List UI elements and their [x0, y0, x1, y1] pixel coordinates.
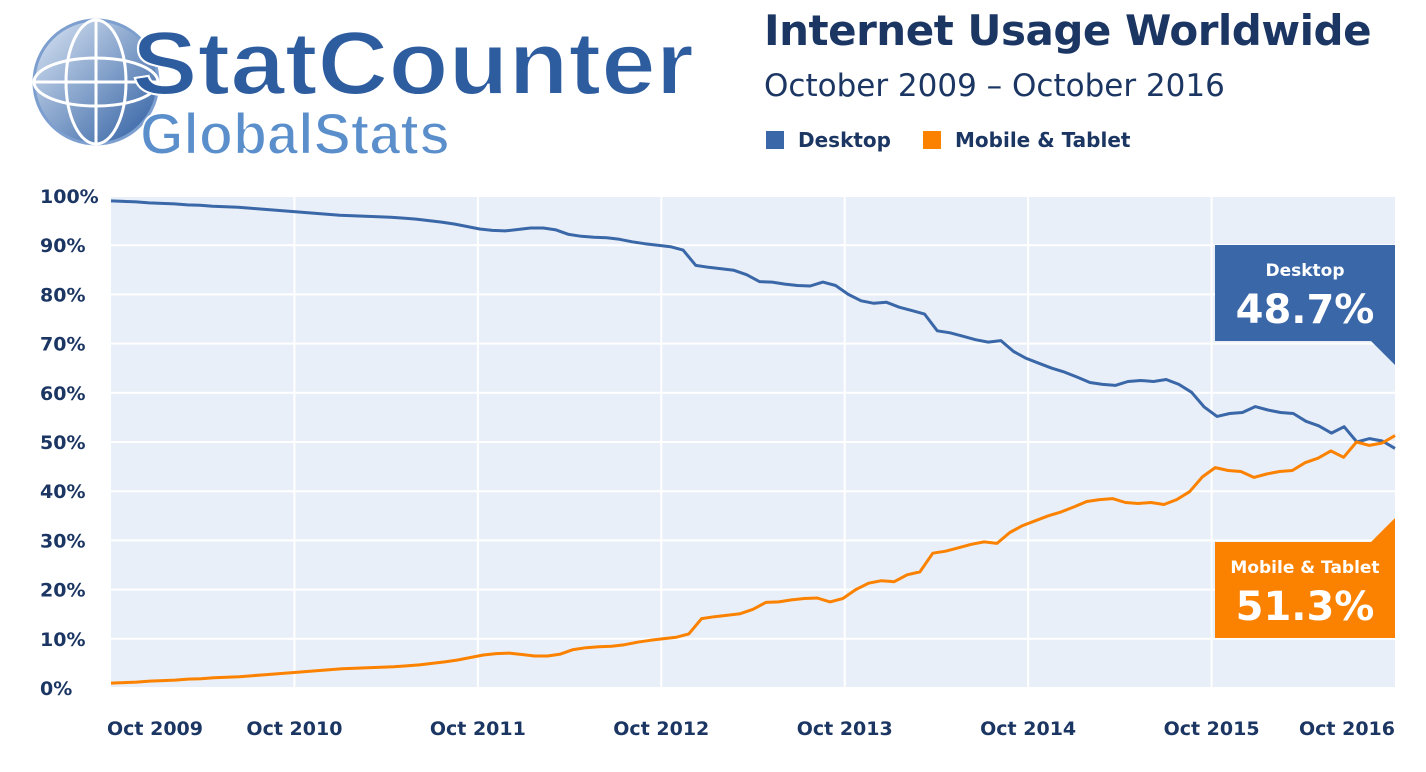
y-tick-label: 20%: [40, 580, 85, 602]
callout-desktop-value: 48.7%: [1236, 287, 1375, 333]
chart-title: Internet Usage Worldwide: [764, 6, 1372, 55]
y-tick-label: 60%: [40, 383, 85, 405]
callout-mobile: Mobile & Tablet 51.3%: [1215, 518, 1395, 638]
y-tick-label: 90%: [40, 235, 85, 257]
legend-label-mobile: Mobile & Tablet: [955, 128, 1131, 152]
legend-item-desktop: Desktop: [766, 128, 891, 152]
callout-desktop-box: [1215, 245, 1395, 341]
logo-wordmark-globalstats: GlobalStats: [140, 102, 450, 164]
legend-item-mobile: Mobile & Tablet: [923, 128, 1130, 152]
callout-desktop: Desktop 48.7%: [1215, 245, 1395, 365]
callout-desktop-label: Desktop: [1265, 261, 1344, 281]
x-tick-label: Oct 2011: [430, 718, 526, 740]
series-line-desktop: [110, 199, 1396, 450]
x-tick-label: Oct 2013: [797, 718, 893, 740]
legend-swatch-mobile: [923, 131, 941, 149]
x-tick-label: Oct 2014: [980, 718, 1076, 740]
y-tick-label: 40%: [40, 481, 85, 503]
x-tick-label: Oct 2016: [1299, 718, 1395, 740]
x-tick-label: Oct 2010: [246, 718, 342, 740]
callout-mobile-pointer: [1371, 518, 1395, 542]
chart-legend: Desktop Mobile & Tablet: [766, 128, 1162, 152]
callout-mobile-label: Mobile & Tablet: [1230, 558, 1379, 578]
legend-swatch-desktop: [766, 131, 784, 149]
line-chart: 0% 10% 20% 30% 40% 50% 60% 70% 80% 90% 100% Oct 200…: [40, 186, 1396, 740]
y-tick-label: 10%: [40, 629, 85, 651]
globe-icon: [32, 18, 160, 146]
statcounter-logo: StatCounter GlobalStats: [32, 13, 695, 164]
y-tick-label: 50%: [40, 432, 85, 454]
callout-mobile-value: 51.3%: [1236, 584, 1375, 630]
y-tick-label: 0%: [40, 678, 72, 700]
callout-mobile-box: [1215, 542, 1395, 638]
logo-wordmark-statcounter: StatCounter: [132, 14, 694, 114]
x-tick-label: Oct 2009: [107, 718, 203, 740]
legend-label-desktop: Desktop: [798, 128, 891, 152]
chart-subtitle: October 2009 – October 2016: [764, 68, 1225, 104]
y-tick-label: 30%: [40, 530, 85, 552]
y-tick-label: 100%: [40, 186, 99, 208]
x-tick-label: Oct 2012: [613, 718, 709, 740]
callout-desktop-pointer: [1371, 341, 1395, 365]
series-line-mobile: [110, 434, 1396, 685]
y-tick-label: 80%: [40, 284, 85, 306]
x-tick-label: Oct 2015: [1164, 718, 1260, 740]
y-tick-label: 70%: [40, 334, 85, 356]
